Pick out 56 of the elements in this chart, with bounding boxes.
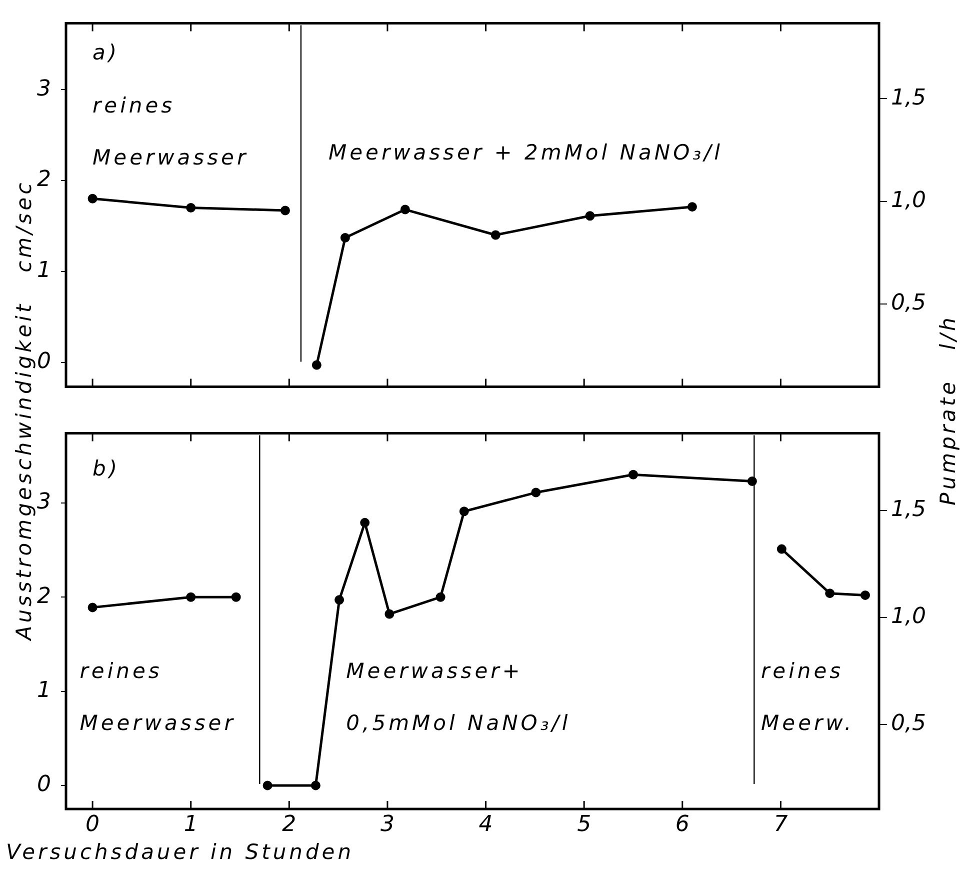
x-tick-label: 5 — [577, 812, 592, 837]
y-axis-title: Ausstromgeschwindigkeit cm/sec — [12, 180, 36, 640]
y2-tick-label: 1,5 — [891, 497, 926, 522]
x-tick-label: 6 — [675, 812, 690, 837]
point — [312, 360, 322, 370]
x-tick-label: 3 — [380, 812, 394, 837]
text: Meerwasser+ 0,5mMol NaNO₃/l — [346, 659, 571, 736]
y-tick-label: 2 — [37, 584, 51, 609]
point — [231, 592, 241, 602]
point — [280, 206, 290, 216]
point — [310, 780, 320, 790]
x-tick-label: 0 — [86, 812, 100, 837]
y2-tick-label: 1,0 — [891, 188, 926, 214]
point — [360, 518, 370, 528]
point — [459, 506, 469, 516]
y2-tick-label: 0,5 — [891, 711, 926, 736]
point — [687, 202, 697, 212]
text: reines Meerw. — [761, 659, 854, 736]
x-tick-label: 2 — [282, 812, 296, 837]
annotation: Meerwasser + 2mMol NaNO₃/l — [328, 140, 723, 165]
point — [860, 590, 870, 600]
annotation: a) — [92, 40, 120, 65]
y2-axis-title: Pumprate l/h — [936, 314, 960, 506]
y-tick-label: 3 — [37, 490, 51, 515]
point — [400, 204, 410, 214]
point — [628, 470, 638, 480]
text: reines Meerwasser — [80, 659, 236, 736]
y2-tick-label: 1,0 — [891, 604, 926, 630]
point — [262, 780, 272, 790]
annotation: b) — [92, 456, 120, 481]
point — [776, 544, 786, 554]
point — [825, 588, 835, 598]
point — [186, 592, 196, 602]
y-tick-label: 3 — [37, 76, 51, 102]
y-tick-label: 2 — [37, 167, 51, 192]
x-tick-label: 4 — [478, 812, 493, 837]
point — [88, 194, 98, 204]
x-tick-label: 7 — [774, 812, 788, 837]
y2-tick-label: 0,5 — [891, 290, 926, 316]
point — [186, 202, 196, 212]
y-tick-label: 1 — [37, 258, 51, 284]
point — [334, 595, 344, 605]
point — [88, 602, 98, 612]
point — [384, 609, 394, 619]
text: reines Meerwasser — [92, 93, 249, 170]
point — [436, 592, 446, 602]
point — [490, 230, 500, 240]
x-tick-label: 1 — [184, 812, 198, 837]
x-axis-title: Versuchsdauer in Stunden — [5, 840, 354, 864]
point — [585, 211, 595, 221]
y-tick-label: 0 — [37, 348, 51, 374]
point — [340, 232, 350, 242]
y-tick-label: 0 — [37, 772, 51, 798]
point — [531, 488, 541, 498]
y2-tick-label: 1,5 — [891, 85, 926, 110]
y-tick-label: 1 — [37, 678, 51, 703]
